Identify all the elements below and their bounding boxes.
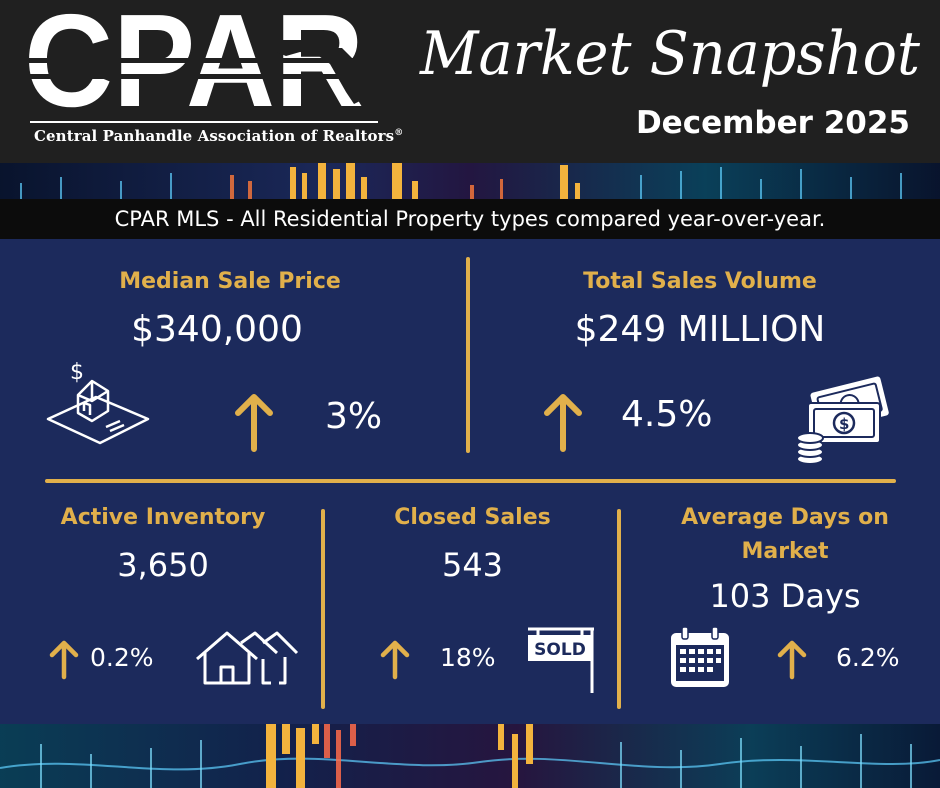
calendar-icon [671, 626, 729, 687]
sold-sign-icon: SOLD [528, 627, 594, 693]
total-sales-volume-value: $249 MILLION [574, 309, 826, 350]
average-days-on-market-change: 6.2% [836, 643, 900, 672]
divider-vertical-right [617, 509, 621, 709]
average-days-on-market-value: 103 Days [709, 577, 861, 615]
logo-subtitle: Central Panhandle Association of Realtor… [34, 127, 404, 145]
divider-vertical-left [321, 509, 325, 709]
arrow-up-icon [49, 640, 79, 680]
divider-horizontal [45, 479, 896, 483]
median-sale-price-value: $340,000 [131, 309, 303, 350]
active-inventory-change: 0.2% [90, 643, 154, 672]
decorative-band-bottom [0, 724, 940, 788]
header: CPAR Central Panhandle Association of Re… [0, 0, 940, 163]
stats-panel: Median Sale Price $340,000 $ 3% Total Sa… [0, 239, 940, 724]
florida-map-icon [276, 40, 362, 104]
median-sale-price-label: Median Sale Price [119, 269, 341, 294]
house-dollar-icon: $ [46, 361, 150, 445]
logo-rule [30, 121, 378, 123]
subtitle-strip: CPAR MLS - All Residential Property type… [0, 199, 940, 239]
svg-text:$: $ [839, 415, 849, 433]
average-days-on-market-label-line2: Market [741, 539, 829, 564]
closed-sales-value: 543 [441, 546, 504, 584]
cpar-logo: CPAR [24, 8, 396, 120]
page-title: Market Snapshot [419, 19, 921, 89]
median-sale-price-change: 3% [325, 396, 383, 437]
closed-sales-change: 18% [440, 643, 496, 672]
active-inventory-value: 3,650 [117, 546, 209, 584]
divider-vertical-top [466, 257, 470, 453]
houses-icon [196, 631, 299, 685]
logo-text: CPAR [24, 8, 364, 120]
decorative-band-top [0, 163, 940, 199]
closed-sales-label: Closed Sales [394, 505, 551, 530]
total-sales-volume-change: 4.5% [621, 394, 713, 435]
arrow-up-icon [777, 640, 807, 680]
report-date: December 2025 [635, 105, 910, 141]
money-coins-icon: $ [796, 376, 889, 465]
arrow-up-icon [380, 640, 410, 680]
sold-sign-text: SOLD [534, 640, 586, 660]
arrow-up-icon [235, 394, 273, 452]
arrow-up-icon [544, 394, 582, 452]
total-sales-volume-label: Total Sales Volume [583, 269, 817, 294]
svg-text:$: $ [70, 361, 84, 385]
svg-text:Market Snapshot: Market Snapshot [419, 19, 921, 89]
average-days-on-market-label-line1: Average Days on [681, 505, 889, 530]
active-inventory-label: Active Inventory [60, 505, 266, 530]
subtitle: CPAR MLS - All Residential Property type… [114, 207, 826, 231]
